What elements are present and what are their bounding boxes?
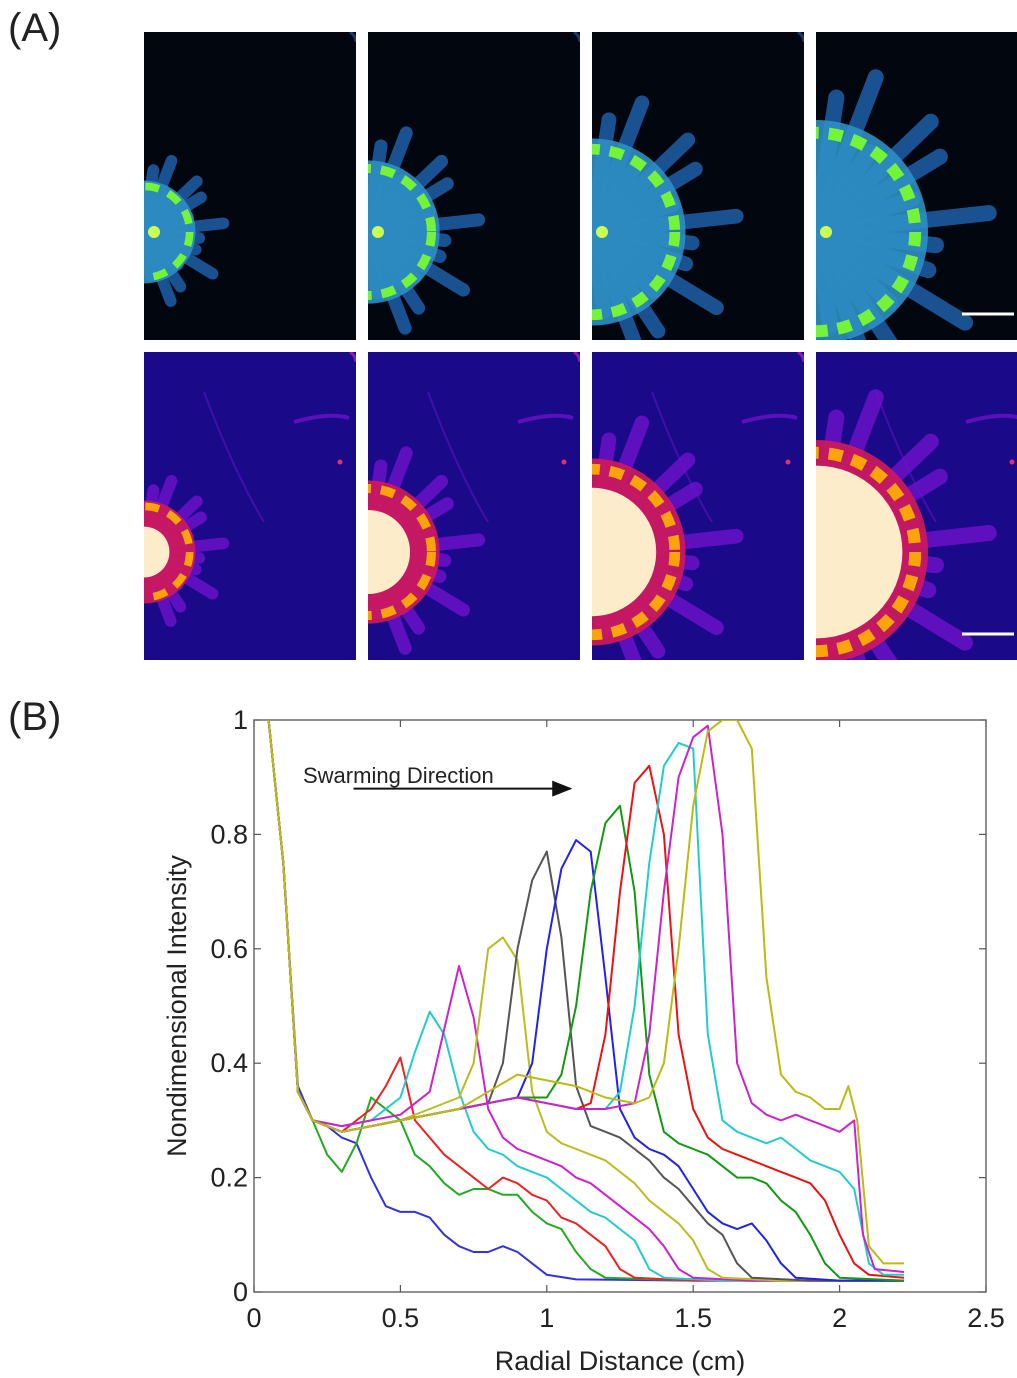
x-tick-label: 0 (246, 1303, 261, 1333)
y-tick-label: 0.8 (210, 819, 248, 849)
y-tick-label: 0 (233, 1277, 248, 1307)
y-tick-label: 0.2 (210, 1163, 248, 1193)
y-axis-label: Nondimensional Intensity (162, 855, 192, 1157)
micrograph-tile (816, 352, 1017, 660)
micrograph-tile (144, 352, 356, 660)
y-tick-label: 1 (233, 705, 248, 735)
micrograph-tile (144, 32, 356, 340)
series-line (267, 720, 904, 1265)
micrograph-tile (816, 32, 1017, 340)
micrograph-tile (368, 32, 580, 340)
x-tick-label: 0.5 (382, 1303, 420, 1333)
panel-a-label: (A) (8, 6, 62, 50)
micrograph-tile (592, 32, 804, 340)
series-line (267, 720, 904, 1282)
x-tick-label: 1 (539, 1303, 554, 1333)
series-line (267, 720, 904, 1282)
x-axis-label: Radial Distance (cm) (495, 1346, 746, 1376)
x-tick-label: 1.5 (674, 1303, 712, 1333)
panel-b-label: (B) (8, 695, 62, 739)
series-layer (267, 720, 905, 1282)
series-line (267, 720, 904, 1282)
x-tick-label: 2 (832, 1303, 847, 1333)
micrograph-tile (368, 352, 580, 660)
swarming-direction-label: Swarming Direction (303, 763, 494, 788)
tick-layer: 0 0.5 1 1.5 2 2.5 0 0.2 0.4 0.6 0.8 1 (210, 705, 1004, 1333)
y-tick-label: 0.6 (210, 934, 248, 964)
y-tick-label: 0.4 (210, 1048, 248, 1078)
micrograph-tile (592, 352, 804, 660)
intensity-chart: 0 0.5 1 1.5 2 2.5 0 0.2 0.4 0.6 0.8 1 Swarming Dire… (162, 705, 1005, 1376)
x-tick-label: 2.5 (967, 1303, 1005, 1333)
